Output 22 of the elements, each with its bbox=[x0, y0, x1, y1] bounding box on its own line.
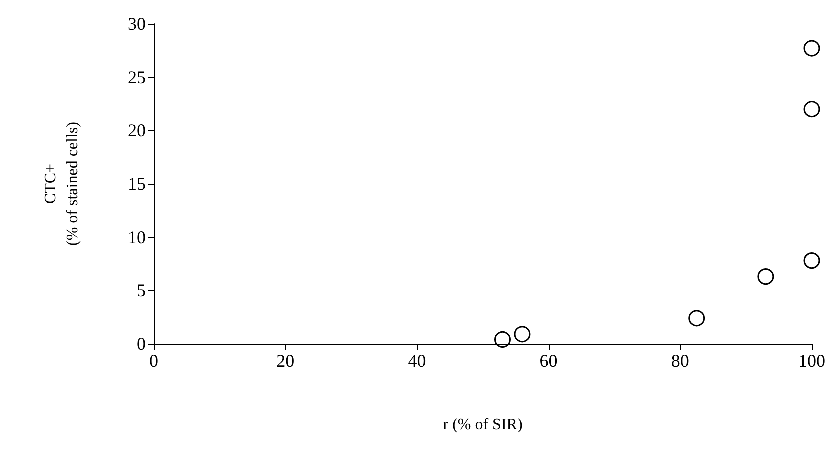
point bbox=[804, 252, 820, 270]
y-tick-label: 25 bbox=[128, 67, 146, 88]
x-tick-label: 100 bbox=[798, 351, 826, 371]
x-tick-label: 80 bbox=[671, 351, 690, 371]
x-tick-label: 60 bbox=[540, 351, 558, 371]
y-axis-title: CTC+ (% of stained cells) bbox=[42, 122, 82, 246]
x-tick-label: 40 bbox=[408, 351, 426, 371]
x-tick-label: 20 bbox=[276, 351, 295, 371]
y-tick-label: 20 bbox=[128, 120, 146, 141]
point bbox=[804, 40, 820, 57]
point bbox=[494, 331, 511, 348]
point bbox=[688, 310, 706, 327]
point bbox=[804, 101, 820, 118]
y-tick-label: 30 bbox=[128, 14, 146, 34]
y-tick-label: 15 bbox=[128, 174, 146, 194]
x-axis-title: r (% of SIR) bbox=[443, 416, 523, 434]
point bbox=[758, 268, 774, 286]
y-tick-label: 10 bbox=[128, 227, 146, 248]
y-tick-label: 5 bbox=[137, 280, 146, 301]
x-tick-label: 0 bbox=[150, 351, 158, 371]
y-tick-label: 0 bbox=[137, 334, 146, 354]
point bbox=[514, 326, 531, 343]
